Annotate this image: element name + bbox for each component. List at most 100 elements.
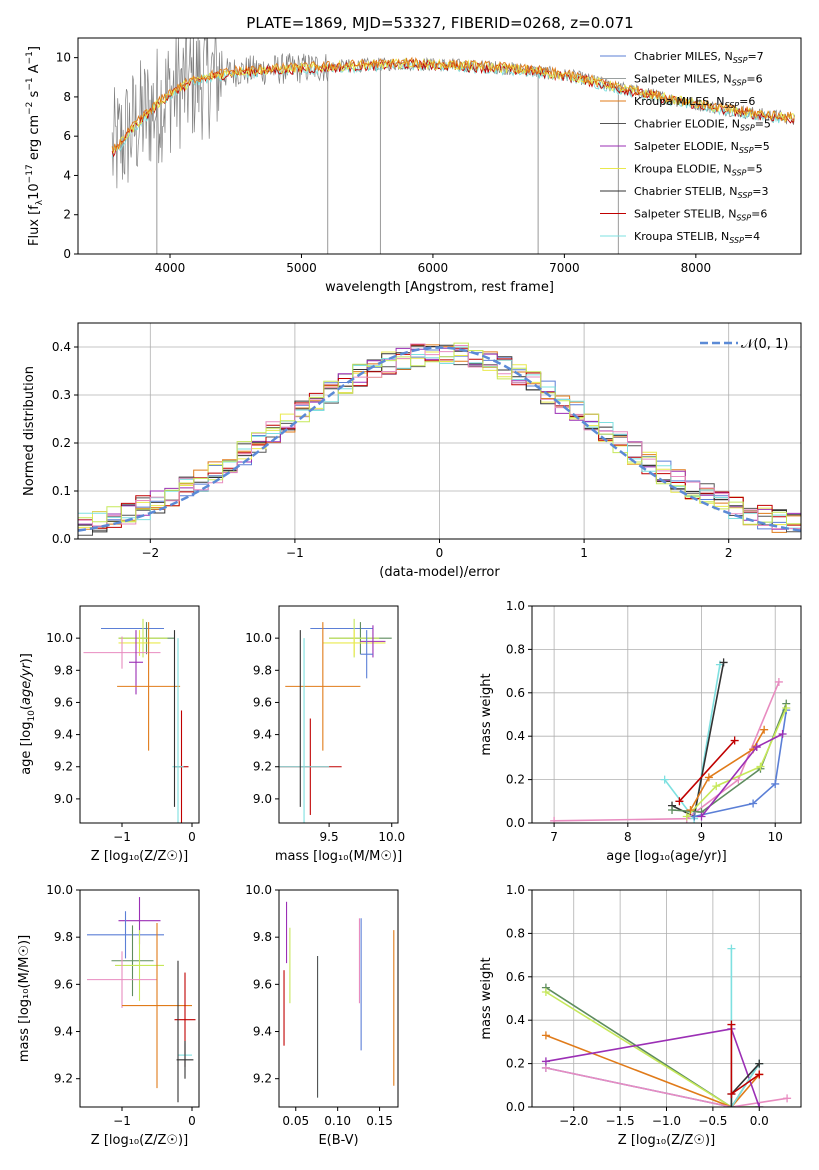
spectrum-xtick-label: 6000 bbox=[418, 261, 449, 275]
series-line bbox=[678, 739, 736, 802]
residual_hist-xtick-label: −1 bbox=[286, 546, 304, 560]
series-line bbox=[671, 703, 788, 813]
massweight_vs_Z-ytick-label: 0.2 bbox=[506, 1057, 525, 1071]
mass_vs_Z-ytick-label: 9.6 bbox=[54, 977, 73, 991]
series-line bbox=[545, 991, 760, 1107]
series-point bbox=[727, 1103, 736, 1107]
age_vs_mass-xlabel: mass [log₁₀(M/M☉)] bbox=[275, 849, 402, 864]
age_vs_Z-frame bbox=[79, 605, 200, 824]
series-point bbox=[727, 944, 736, 953]
series-line bbox=[545, 1067, 760, 1107]
series-line bbox=[554, 681, 780, 822]
series-point bbox=[541, 1031, 550, 1040]
mass_vs_ebv-ytick-label: 9.2 bbox=[253, 1072, 272, 1086]
series-point bbox=[771, 779, 780, 788]
spectrum-legend: Chabrier MILES, NSSP=7 Salpeter MILES, NS… bbox=[600, 50, 771, 245]
series-point bbox=[760, 725, 769, 734]
massweight_vs_age-ylabel: mass weight bbox=[479, 673, 494, 755]
series-point bbox=[660, 775, 669, 784]
residual_hist-xtick-label: 0 bbox=[436, 546, 444, 560]
age_vs_mass-axes: 9.5 10.0 9.0 9.2 9.4 9.6 9.8 10.0 mass [log₁₀(M/… bbox=[245, 605, 405, 864]
age_vs_Z-ytick-label: 9.6 bbox=[54, 695, 73, 709]
series-point bbox=[675, 797, 684, 806]
series-line bbox=[545, 1034, 760, 1107]
spectrum-axes: 4000 5000 6000 7000 8000 0 2 4 6 8 10 wavelength [A… bbox=[56, 37, 802, 295]
series-point bbox=[752, 743, 761, 752]
series-point bbox=[783, 1094, 792, 1103]
massweight_vs_Z-ytick-label: 1.0 bbox=[506, 883, 525, 897]
age_vs_mass-xtick-label: 9.5 bbox=[320, 830, 339, 844]
spectrum-xtick-label: 5000 bbox=[286, 261, 317, 275]
spectrum-xtick-label: 7000 bbox=[549, 261, 580, 275]
residual_hist-ytick-label: 0.1 bbox=[52, 484, 71, 498]
residual_hist-xtick-label: 1 bbox=[580, 546, 588, 560]
mass_vs_ebv-frame bbox=[278, 889, 399, 1108]
histogram-step bbox=[78, 342, 801, 539]
series-point bbox=[682, 812, 691, 821]
series-point bbox=[730, 736, 739, 745]
residual_hist-xtick-label: −2 bbox=[141, 546, 159, 560]
legend-entry: Chabrier STELIB, NSSP=3 bbox=[634, 185, 768, 200]
massweight_vs_Z-xtick-label: −1.5 bbox=[606, 1114, 635, 1128]
mass_vs_ebv-xtick-label: 0.10 bbox=[324, 1114, 351, 1128]
series-point bbox=[550, 816, 559, 823]
age_vs_Z-ytick-label: 9.2 bbox=[54, 760, 73, 774]
massweight_vs_Z-xlabel: Z [log₁₀(Z/Z☉)] bbox=[618, 1133, 715, 1148]
massweight_vs_age-ytick-label: 0.8 bbox=[506, 642, 525, 656]
series-point bbox=[668, 805, 677, 814]
mass_vs_Z-marks bbox=[87, 897, 196, 1103]
massweight_vs_age-frame bbox=[531, 605, 802, 824]
spectrum-xtick-label: 4000 bbox=[155, 261, 186, 275]
series-point bbox=[690, 812, 699, 821]
residual_hist-ytick-label: 0.2 bbox=[52, 436, 71, 450]
mass_vs_ebv-ytick-label: 9.6 bbox=[253, 977, 272, 991]
massweight_vs_Z-xtick-label: −0.5 bbox=[698, 1114, 727, 1128]
age_vs_mass-ytick-label: 9.8 bbox=[253, 663, 272, 677]
series-point bbox=[712, 782, 721, 791]
legend-entry: Salpeter STELIB, NSSP=6 bbox=[634, 208, 767, 223]
age_vs_mass-xtick-label: 10.0 bbox=[378, 830, 405, 844]
mass_vs_ebv-marks bbox=[283, 901, 395, 1098]
age_vs_Z-xlabel: Z [log₁₀(Z/Z☉)] bbox=[91, 849, 188, 864]
massweight_vs_age-xlabel: age [log₁₀(age/yr)] bbox=[606, 849, 727, 864]
spectrum-ytick-label: 6 bbox=[63, 129, 71, 143]
age_vs_Z-ytick-label: 9.8 bbox=[54, 663, 73, 677]
mass_vs_Z-xtick-label: 0 bbox=[188, 1114, 196, 1128]
age_vs_mass-ytick-label: 9.2 bbox=[253, 760, 272, 774]
mass_vs_Z-xtick-label: −1 bbox=[113, 1114, 131, 1128]
series-line bbox=[545, 1027, 761, 1107]
series-point bbox=[727, 1020, 736, 1029]
figure-title: PLATE=1869, MJD=53327, FIBERID=0268, z=0… bbox=[246, 14, 633, 32]
mass_vs_Z-frame bbox=[79, 889, 200, 1108]
series-point bbox=[756, 762, 765, 771]
series-point bbox=[541, 1057, 550, 1066]
residual_hist-ylabel: Normed distribution bbox=[22, 366, 37, 496]
massweight_vs_Z-ytick-label: 0.4 bbox=[506, 1013, 525, 1027]
mass_vs_Z-axes: −1 0 9.2 9.4 9.6 9.8 10.0 Z [log₁₀(Z/Z☉)] mass [… bbox=[17, 883, 200, 1148]
massweight_vs_age-ytick-label: 0.4 bbox=[506, 729, 525, 743]
series-point bbox=[697, 812, 706, 821]
spectrum-ytick-label: 2 bbox=[63, 208, 71, 222]
legend-entry: Chabrier ELODIE, NSSP=5 bbox=[634, 118, 771, 133]
massweight_vs_Z-xtick-label: −2.0 bbox=[559, 1114, 588, 1128]
massweight_vs_Z-axes: −2.0 −1.5 −1.0 −0.5 0.0 0.0 0.2 0.4 0.6 0.8 1.0 Z [… bbox=[479, 883, 802, 1148]
massweight_vs_Z-ytick-label: 0.0 bbox=[506, 1100, 525, 1114]
spectrum-frame bbox=[77, 37, 802, 255]
massweight_vs_age-xtick-label: 8 bbox=[624, 830, 632, 844]
residual_hist-ytick-label: 0.3 bbox=[52, 388, 71, 402]
series-line bbox=[689, 729, 765, 811]
spectrum-xtick-label: 8000 bbox=[681, 261, 712, 275]
mass_vs_ebv-ytick-label: 10.0 bbox=[245, 883, 272, 897]
massweight_vs_age-xtick-label: 7 bbox=[550, 830, 558, 844]
massweight_vs_Z-xtick-label: −1.0 bbox=[652, 1114, 681, 1128]
model-spectrum bbox=[111, 60, 795, 158]
residual_hist-xtick-label: 2 bbox=[725, 546, 733, 560]
mass_vs_ebv-xtick-label: 0.15 bbox=[366, 1114, 393, 1128]
series-line bbox=[545, 1067, 788, 1107]
series-point bbox=[774, 677, 783, 686]
mass_vs_ebv-ytick-label: 9.8 bbox=[253, 930, 272, 944]
series-point bbox=[755, 1103, 764, 1107]
legend-entry: Kroupa ELODIE, NSSP=5 bbox=[634, 163, 763, 178]
